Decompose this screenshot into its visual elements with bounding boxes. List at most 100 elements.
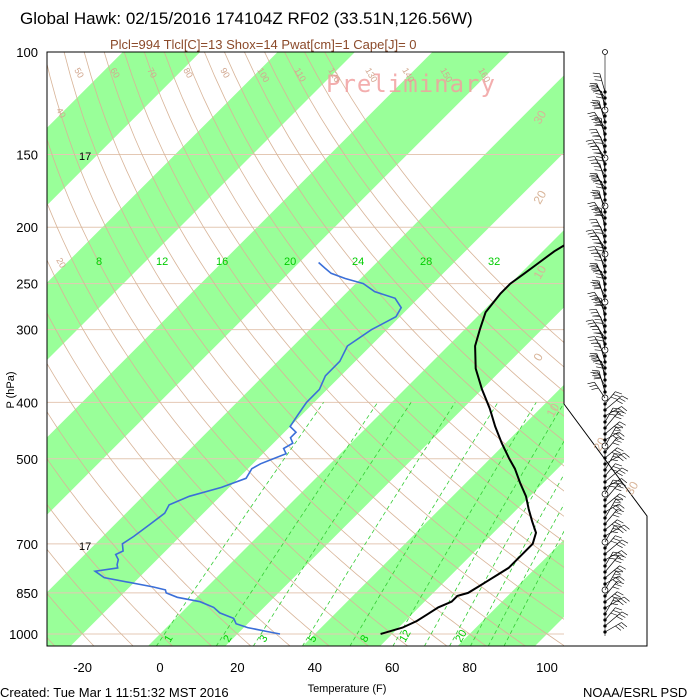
wind-barb-feather xyxy=(595,322,603,324)
wind-barb-feather xyxy=(614,583,622,587)
wind-barb-feather xyxy=(595,213,603,216)
wind-barb-station xyxy=(602,49,608,55)
wind-barb-feather xyxy=(614,593,621,598)
wind-barb-feather xyxy=(612,479,620,482)
wind-barb-feather xyxy=(610,603,618,605)
wind-barb-feather xyxy=(595,242,603,245)
wind-barb-feather xyxy=(616,400,623,404)
mixing-ratio-label-bottom: 2 xyxy=(221,633,234,644)
wind-barb-feather xyxy=(594,179,602,182)
wind-barb-shaft xyxy=(600,136,606,153)
mixing-ratio-line xyxy=(252,402,412,646)
mixing-ratio-label-bottom: 8 xyxy=(358,633,371,644)
wind-barb-shaft xyxy=(600,118,606,141)
wind-barb-feather xyxy=(619,554,626,558)
wind-barb-feather xyxy=(612,456,620,458)
wind-barb-feather xyxy=(614,416,622,420)
wind-barb-shaft xyxy=(600,208,606,231)
wind-barb-feather xyxy=(593,287,601,290)
wind-barb-feather xyxy=(616,423,624,428)
mixing-ratio-labels-bottom: 1 2 3 5 8 12 20 xyxy=(162,628,470,645)
dry-adiabat-label: 60 xyxy=(108,66,122,80)
wind-barb-shaft xyxy=(604,539,623,555)
wind-barb-shaft xyxy=(600,298,606,321)
wind-barb-feather xyxy=(616,544,623,548)
dry-adiabat xyxy=(163,52,564,543)
wind-barb-feather xyxy=(594,296,602,299)
isotherm-band xyxy=(47,52,355,360)
wind-barb-feather xyxy=(616,567,624,572)
wind-barb-feather xyxy=(612,576,620,579)
dry-adiabat-label: 90 xyxy=(218,66,232,80)
wind-barb-shaft xyxy=(604,452,625,465)
wind-barb-feather xyxy=(611,595,619,600)
wind-barb-shaft xyxy=(604,551,614,567)
dry-adiabat xyxy=(204,52,564,492)
wind-barb-feather xyxy=(614,501,622,504)
mixing-ratio-line xyxy=(215,402,379,646)
wind-barb-shaft xyxy=(594,246,606,267)
wind-barb-feather xyxy=(589,294,597,297)
wind-barb-feather xyxy=(594,229,602,231)
mixing-ratio-line xyxy=(392,402,537,646)
wind-barb-feather xyxy=(595,123,603,126)
dry-adiabat xyxy=(47,201,409,646)
wind-barb-feather xyxy=(611,554,619,557)
wind-barb-feather xyxy=(609,557,617,560)
wind-barb-feather xyxy=(587,142,595,145)
x-axis-label: Temperature (F) xyxy=(308,683,387,695)
wind-barb-feather xyxy=(591,189,599,192)
wind-barb-feather xyxy=(612,466,620,469)
wind-barb-feather xyxy=(590,222,598,224)
wind-barb-feather xyxy=(612,407,620,410)
wind-barb-feather xyxy=(619,613,626,618)
wind-barb-feather xyxy=(616,413,624,417)
dry-adiabat xyxy=(183,52,564,517)
mixing-ratio-line xyxy=(424,402,564,646)
wind-barb-feather xyxy=(614,426,621,430)
wind-barb-feather xyxy=(612,610,620,613)
dry-adiabat-label: 40 xyxy=(54,106,68,120)
wind-barb-shaft xyxy=(598,280,606,303)
wind-barb-feather xyxy=(589,264,597,267)
wind-barb-feather xyxy=(619,541,626,546)
x-tick-label: 100 xyxy=(536,660,558,675)
wind-barb-feather xyxy=(623,596,630,602)
mixing-ratio-label: 32 xyxy=(488,256,500,268)
y-tick-label: 200 xyxy=(16,220,38,235)
wind-barb-feather xyxy=(590,312,598,314)
wind-barb-feather xyxy=(591,99,599,102)
wind-barb-feather xyxy=(594,269,602,272)
dry-adiabat-label: 50 xyxy=(72,66,86,80)
dry-adiabat xyxy=(47,458,213,646)
wind-barb-shaft xyxy=(601,271,606,291)
dry-adiabat-label: 20 xyxy=(54,256,68,270)
y-tick-label: 250 xyxy=(16,277,38,292)
wind-barb-shaft xyxy=(601,361,606,381)
wind-barb-feather xyxy=(596,249,604,252)
mixing-ratio-label-bottom: 3 xyxy=(257,633,270,644)
wind-barb-feather xyxy=(595,336,603,338)
mixing-ratio-label-bottom: 12 xyxy=(397,628,414,645)
dry-adiabat xyxy=(47,62,487,646)
wind-barb-feather xyxy=(612,394,620,397)
wind-barb-feather xyxy=(615,433,622,439)
wind-barb-feather xyxy=(612,586,620,590)
wind-barb-feather xyxy=(614,453,622,455)
wind-barb-feather xyxy=(589,339,597,341)
wind-barb-feather xyxy=(615,505,622,511)
wind-barb-feather xyxy=(592,162,600,164)
wind-barb-feather xyxy=(587,291,595,295)
wind-barb-feather xyxy=(617,581,624,584)
x-tick-label: -20 xyxy=(73,660,92,675)
dry-adiabat xyxy=(47,259,370,646)
isotherm-band xyxy=(624,0,700,634)
theta-label: 0 xyxy=(530,350,546,363)
wind-barb-feather xyxy=(591,267,599,270)
wind-barb-shaft xyxy=(604,509,618,525)
wind-barb-feather xyxy=(612,600,620,602)
wind-barbs-column xyxy=(585,49,630,636)
wind-barb-feather xyxy=(595,363,603,365)
wind-barb-feather xyxy=(621,467,629,472)
